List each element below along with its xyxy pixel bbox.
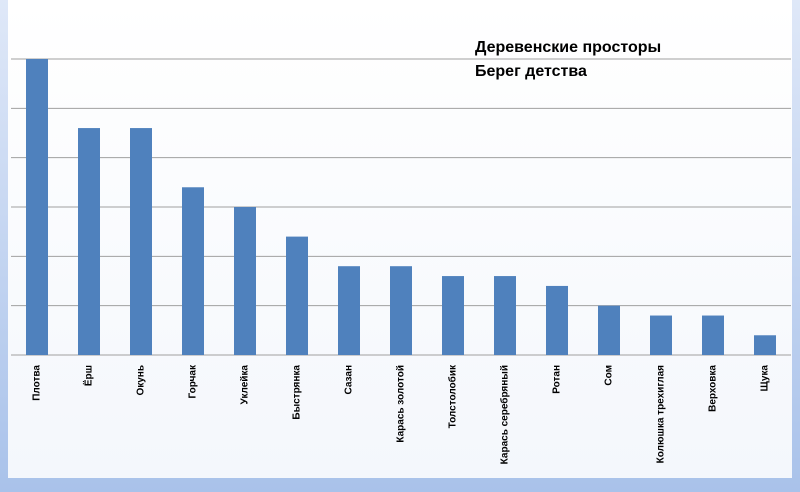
x-tick-label: Горчак [188, 364, 199, 399]
bar [442, 276, 464, 355]
x-tick-label: Уклейка [240, 365, 251, 405]
x-tick-label: Толстолобик [447, 364, 459, 428]
bar [234, 207, 256, 355]
x-tick-label: Ротан [552, 365, 563, 394]
bar [494, 276, 516, 355]
x-tick-label: Карась серебряный [499, 365, 511, 464]
bar [130, 128, 152, 355]
bar [702, 315, 724, 355]
x-tick-label: Колюшка трехиглая [656, 365, 667, 464]
x-tick-label: Быстрянка [292, 365, 303, 420]
chart-subtitle: Берег детства [475, 63, 587, 80]
bar [182, 187, 204, 355]
x-tick-label: Карась золотой [396, 365, 407, 443]
x-tick-label: Ёрш [82, 365, 95, 386]
bar [546, 285, 568, 355]
bar [650, 315, 672, 355]
x-tick-label: Сазан [344, 365, 355, 394]
x-tick-label: Щука [760, 365, 771, 392]
x-tick-label: Плотва [32, 365, 43, 401]
x-tick-label: Сом [604, 365, 615, 386]
x-tick-label: Верховка [708, 365, 719, 412]
chart-title: Деревенские просторы [475, 39, 661, 56]
x-tick-label: Окунь [136, 365, 147, 396]
bar [598, 305, 620, 355]
bar [26, 59, 48, 355]
bar [286, 236, 308, 355]
bar [78, 128, 100, 355]
bar [390, 266, 412, 355]
bar [754, 335, 776, 355]
bar [338, 266, 360, 355]
